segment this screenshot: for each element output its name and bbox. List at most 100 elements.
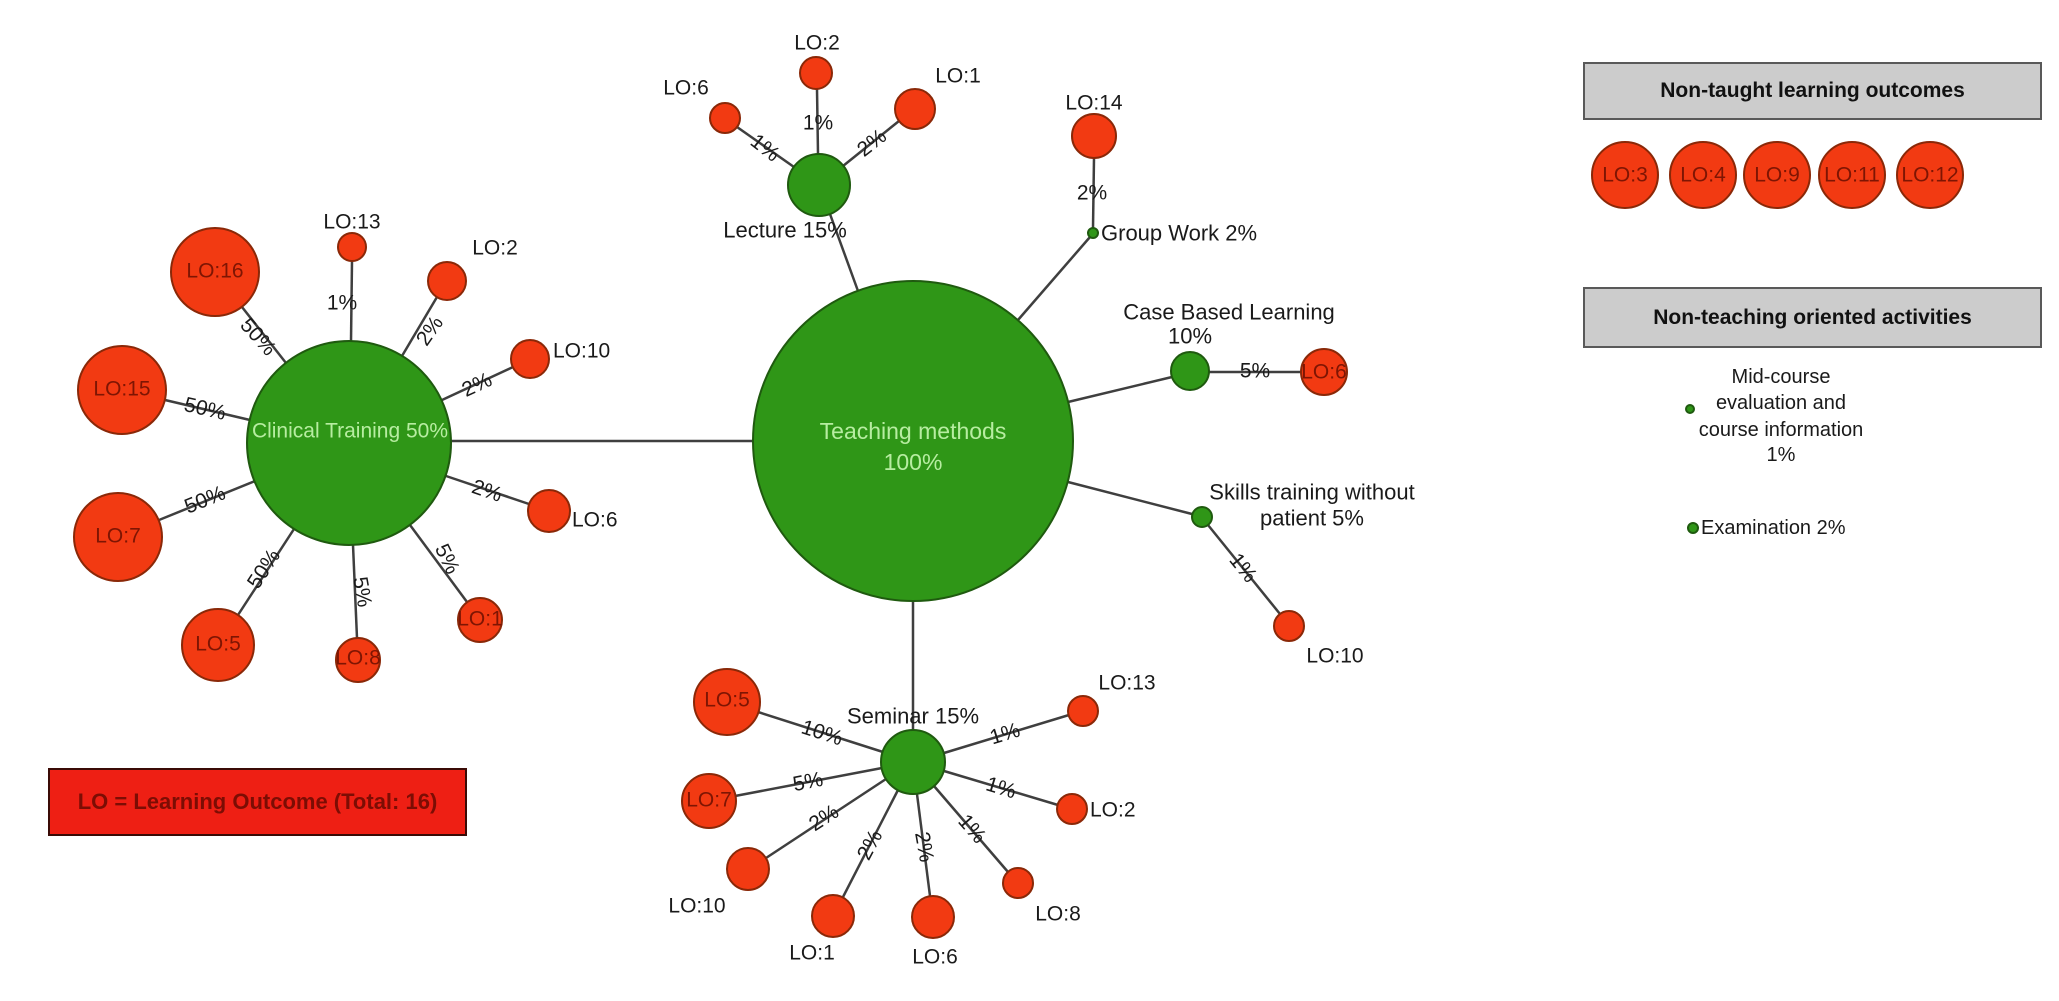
group-work-label: Group Work 2% <box>1101 221 1257 246</box>
lecture-node <box>787 153 851 217</box>
non-taught-outcomes-header: Non-taught learning outcomes <box>1583 62 2042 120</box>
seminar-node <box>880 729 946 795</box>
edge-groupwork-lo14 <box>1091 157 1096 229</box>
legend-lo12-label: LO:12 <box>1901 164 1958 187</box>
edge-seminar-lo8 <box>933 785 1009 873</box>
clinical-lo1-pct: 5% <box>430 540 464 577</box>
clinical-lo1-node <box>457 597 503 643</box>
midcourse-label-line1: Mid-course <box>1732 366 1831 388</box>
groupwork-lo14-pct: 2% <box>1077 182 1107 205</box>
group-work-node <box>1087 227 1099 239</box>
midcourse-label-line2: evaluation and <box>1716 392 1846 414</box>
skills-lo10-node <box>1273 610 1305 642</box>
edge-lecture-lo6 <box>736 125 795 169</box>
edge-clinical-lo16 <box>241 306 287 364</box>
edge-lecture-lo1 <box>842 120 900 167</box>
lecture-lo1-pct: 2% <box>853 125 891 162</box>
case-based-learning-node <box>1170 351 1210 391</box>
skills-lo10-pct: 1% <box>1225 549 1262 587</box>
edge-clinical-lo13 <box>349 260 354 342</box>
seminar-lo1-node <box>811 894 855 938</box>
seminar-lo7-pct: 5% <box>791 768 825 796</box>
clinical-lo6-node <box>527 489 571 533</box>
edge-seminar-lo10 <box>765 777 887 860</box>
clinical-lo1-label: LO:1 <box>457 608 503 631</box>
edge-root-case <box>1067 375 1173 404</box>
seminar-lo10-label: LO:10 <box>668 895 725 918</box>
clinical-lo8-pct: 5% <box>348 575 376 609</box>
seminar-lo2-pct: 1% <box>983 773 1019 804</box>
edge-lecture-lo2 <box>815 88 820 155</box>
case-lo6-node <box>1300 348 1348 396</box>
seminar-lo7-node <box>681 773 737 829</box>
midcourse-pct: 1% <box>1767 444 1796 466</box>
clinical-lo10-node <box>510 339 550 379</box>
edge-clinical-lo1 <box>408 524 469 603</box>
legend-lo11-node <box>1818 141 1886 209</box>
seminar-lo5-label: LO:5 <box>704 689 750 712</box>
clinical-lo2-node <box>427 261 467 301</box>
edge-root-lecture <box>828 213 860 292</box>
seminar-lo2-node <box>1056 793 1088 825</box>
clinical-lo6-pct: 2% <box>469 475 505 507</box>
seminar-lo13-label: LO:13 <box>1098 672 1155 695</box>
clinical-lo10-pct: 2% <box>458 368 495 402</box>
legend-lo11-label: LO:11 <box>1824 164 1880 187</box>
clinical-lo16-label: LO:16 <box>186 260 243 283</box>
lecture-lo2-pct: 1% <box>803 112 833 135</box>
seminar-lo13-pct: 1% <box>987 719 1023 750</box>
legend-lo12-node <box>1896 141 1964 209</box>
lo-definition-note: LO = Learning Outcome (Total: 16) <box>48 768 467 836</box>
seminar-lo6-node <box>911 895 955 939</box>
clinical-lo13-label: LO:13 <box>323 211 380 234</box>
clinical-lo13-pct: 1% <box>327 292 357 315</box>
groupwork-lo14-node <box>1071 113 1117 159</box>
seminar-lo10-node <box>726 847 770 891</box>
non-teaching-activities-header: Non-teaching oriented activities <box>1583 287 2042 348</box>
lecture-lo6-node <box>709 102 741 134</box>
seminar-lo2-label: LO:2 <box>1090 799 1136 822</box>
case-label-line1: Case Based Learning <box>1123 300 1335 325</box>
edge-clinical-lo15 <box>164 398 251 422</box>
edge-clinical-lo10 <box>441 365 514 402</box>
edge-clinical-lo5 <box>236 528 296 616</box>
seminar-lo6-pct: 2% <box>910 830 938 864</box>
clinical-lo10-label: LO:10 <box>553 340 610 363</box>
lecture-lo2-node <box>799 56 833 90</box>
edge-seminar-lo6 <box>915 793 932 897</box>
seminar-lo6-label: LO:6 <box>912 946 958 969</box>
lecture-lo1-label: LO:1 <box>935 65 981 88</box>
edge-seminar-lo7 <box>734 766 883 798</box>
edge-clinical-lo6 <box>445 474 530 506</box>
mid-course-dot <box>1685 404 1695 414</box>
clinical-lo5-node <box>181 608 255 682</box>
clinical-lo15-node <box>77 345 167 435</box>
seminar-lo1-pct: 2% <box>853 826 888 864</box>
seminar-lo13-node <box>1067 695 1099 727</box>
legend-lo9-node <box>1743 141 1811 209</box>
examination-dot <box>1687 522 1699 534</box>
edge-seminar-lo13 <box>943 713 1070 755</box>
clinical-training-label: Clinical Training 50% <box>252 420 448 443</box>
teaching-methods-node <box>752 280 1074 602</box>
lecture-lo2-label: LO:2 <box>794 32 840 55</box>
clinical-lo8-label: LO:8 <box>335 647 381 670</box>
edge-root-skills <box>1067 480 1193 516</box>
skills-label-line2: patient 5% <box>1260 506 1364 531</box>
groupwork-lo14-label: LO:14 <box>1065 92 1123 115</box>
teaching-methods-pct: 100% <box>884 449 943 475</box>
seminar-lo8-node <box>1002 867 1034 899</box>
clinical-lo2-label: LO:2 <box>472 237 518 260</box>
legend-lo4-label: LO:4 <box>1680 164 1726 187</box>
seminar-lo10-pct: 2% <box>805 800 843 836</box>
clinical-lo7-node <box>73 492 163 582</box>
seminar-lo8-label: LO:8 <box>1035 903 1081 926</box>
seminar-lo7-label: LO:7 <box>686 789 732 812</box>
skills-label-line1: Skills training without <box>1209 480 1414 505</box>
skills-lo10-label: LO:10 <box>1306 645 1363 668</box>
clinical-lo7-pct: 50% <box>181 481 229 518</box>
case-label-line2: 10% <box>1168 324 1212 349</box>
clinical-lo13-node <box>337 232 367 262</box>
clinical-training-node <box>246 340 452 546</box>
edge-clinical-lo2 <box>400 296 439 357</box>
